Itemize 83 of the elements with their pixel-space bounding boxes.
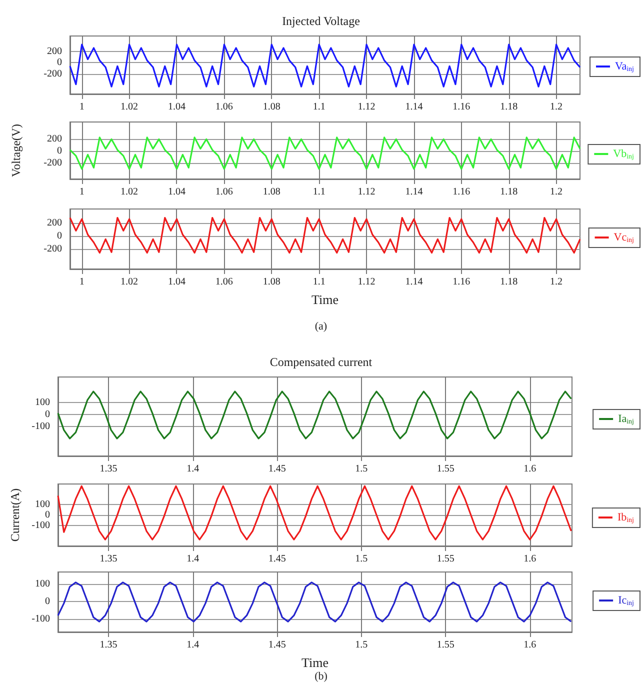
y-tick-label: -200 <box>44 68 62 80</box>
x-tick-label: 1 <box>79 276 84 288</box>
x-tick-label: 1.4 <box>186 464 200 474</box>
x-tick-label: 1.6 <box>524 640 536 650</box>
x-tick-label: 1.14 <box>405 186 423 198</box>
x-tick-label: 1.12 <box>358 102 376 112</box>
line-series <box>57 582 572 622</box>
y-tick-label: 0 <box>57 146 62 157</box>
x-tick-label: 1.06 <box>215 102 233 112</box>
x-tick-label: 1.04 <box>168 276 186 288</box>
x-tick-label: 1.06 <box>215 186 233 198</box>
x-tick-label: 1.5 <box>355 554 368 564</box>
x-tick-label: 1.2 <box>550 102 563 112</box>
y-tick-label: 0 <box>57 230 62 242</box>
line-series <box>69 44 581 88</box>
y-tick-label: -100 <box>32 520 50 532</box>
x-tick-label: 1.45 <box>268 464 286 474</box>
x-tick-label: 1.45 <box>268 554 286 564</box>
y-tick-label: 0 <box>57 57 62 68</box>
x-tick-label: 1.1 <box>312 102 326 112</box>
x-tick-label: 1.14 <box>405 276 423 288</box>
x-axis-title: Time <box>312 292 339 307</box>
x-tick-label: 1.5 <box>355 640 368 650</box>
x-tick-label: 1.16 <box>452 102 470 112</box>
x-tick-label: 1 <box>79 102 84 112</box>
y-tick-label: -200 <box>44 157 62 168</box>
x-tick-label: 1.6 <box>524 464 536 474</box>
x-tick-label: 1.08 <box>262 186 280 198</box>
x-tick-label: 1.04 <box>168 102 186 112</box>
x-tick-label: 1.08 <box>262 102 280 112</box>
x-tick-label: 1.02 <box>120 186 138 198</box>
line-series <box>57 485 572 540</box>
y-tick-label: 0 <box>45 596 50 608</box>
y-tick-label: 0 <box>45 408 50 420</box>
x-tick-label: 1.02 <box>120 102 138 112</box>
x-tick-label: 1.16 <box>452 186 470 198</box>
y-tick-label: -100 <box>32 420 50 432</box>
x-tick-label: 1.45 <box>268 640 286 650</box>
x-tick-label: 1.55 <box>436 554 454 564</box>
x-tick-label: 1.4 <box>186 640 200 650</box>
x-tick-label: 1.18 <box>500 102 518 112</box>
x-tick-label: 1.35 <box>100 554 118 564</box>
y-axis-title: Voltage(V) <box>9 124 23 178</box>
chart-title: Injected Voltage <box>282 14 360 28</box>
x-tick-label: 1.1 <box>312 186 326 198</box>
x-tick-label: 1.06 <box>215 276 233 288</box>
x-tick-label: 1.5 <box>355 464 368 474</box>
y-tick-label: 200 <box>47 217 62 228</box>
x-tick-label: 1.04 <box>168 186 186 198</box>
y-tick-label: 100 <box>35 578 50 590</box>
line-series <box>69 136 581 170</box>
x-tick-label: 1 <box>79 186 84 198</box>
x-tick-label: 1.14 <box>405 102 423 112</box>
y-tick-label: 200 <box>47 134 62 145</box>
x-tick-label: 1.6 <box>524 554 536 564</box>
x-tick-label: 1.2 <box>550 186 563 198</box>
y-tick-label: 100 <box>35 396 50 408</box>
y-axis-title: Current(A) <box>8 488 22 542</box>
line-series <box>57 390 572 440</box>
x-tick-label: 1.02 <box>120 276 138 288</box>
x-tick-label: 1.35 <box>100 464 118 474</box>
x-axis-title: Time <box>302 655 329 670</box>
text: (a) <box>314 320 328 332</box>
x-tick-label: 1.55 <box>436 464 454 474</box>
text: (b) <box>314 670 328 682</box>
x-tick-label: 1.12 <box>358 276 376 288</box>
y-tick-label: 0 <box>45 510 50 520</box>
line-series <box>69 216 581 254</box>
y-tick-label: -200 <box>44 243 62 254</box>
x-tick-label: 1.4 <box>186 554 200 564</box>
x-tick-label: 1.1 <box>312 276 326 288</box>
x-tick-label: 1.16 <box>452 276 470 288</box>
y-tick-label: 100 <box>35 498 50 510</box>
y-tick-label: -100 <box>32 613 50 624</box>
x-tick-label: 1.18 <box>500 186 518 198</box>
x-tick-label: 1.12 <box>358 186 376 198</box>
x-tick-label: 1.55 <box>436 640 454 650</box>
y-tick-label: 200 <box>47 46 62 57</box>
x-tick-label: 1.2 <box>550 276 563 288</box>
x-tick-label: 1.18 <box>500 276 518 288</box>
x-tick-label: 1.35 <box>100 640 118 650</box>
x-tick-label: 1.08 <box>262 276 280 288</box>
chart-title: Compensated current <box>270 355 373 369</box>
